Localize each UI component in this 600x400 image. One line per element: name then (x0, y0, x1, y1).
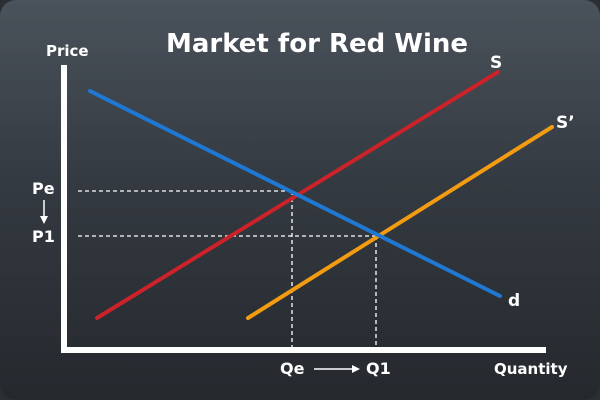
price-label-pe: Pe (32, 179, 55, 198)
demand-curve (88, 89, 502, 298)
new-supply-curve (246, 125, 554, 320)
supply-curve-label: S (490, 53, 502, 73)
quantity-label-qe: Qe (280, 359, 305, 378)
new-supply-curve-label: S’ (556, 113, 575, 133)
x-axis-label: Quantity (494, 360, 568, 378)
y-axis-label: Price (46, 42, 89, 60)
diagram-title: Market for Red Wine (166, 29, 468, 59)
demand-curve-label: d (508, 291, 520, 311)
quantity-label-q1: Q1 (366, 359, 391, 378)
price-label-p1: P1 (32, 227, 55, 246)
